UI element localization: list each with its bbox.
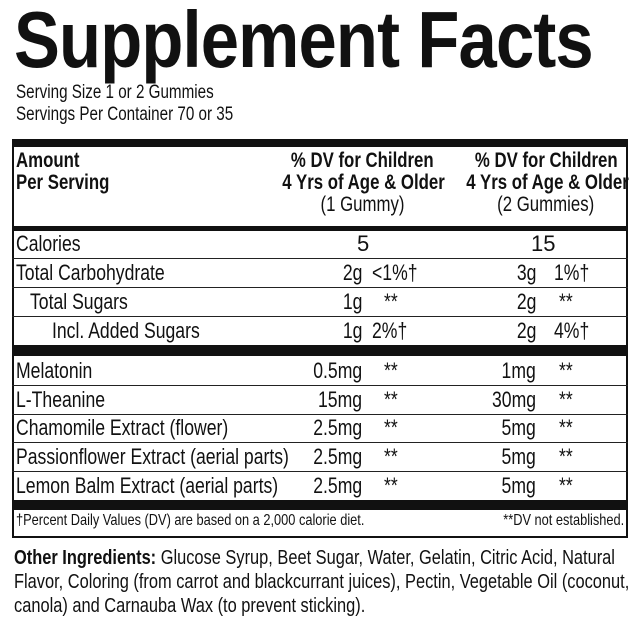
amount-2: 2g xyxy=(516,318,536,343)
servings-per-container: Servings Per Container 70 or 35 xyxy=(16,104,234,125)
footnote-dv: †Percent Daily Values (DV) are based on … xyxy=(16,512,365,529)
dv-1: <1%† xyxy=(372,260,418,285)
header-col1: % DV for Children 4 Yrs of Age & Older (… xyxy=(282,149,445,216)
amount-1: 1g xyxy=(342,318,362,343)
ingredients-row: Lemon Balm Extract (aerial parts) 2.5mg … xyxy=(14,472,626,500)
nutrients-row: Incl. Added Sugars 1g 2%† 2g 4%† xyxy=(14,317,626,345)
amount-2: 5mg xyxy=(501,444,536,469)
nutrients-row: Total Carbohydrate 2g <1%† 3g 1%† xyxy=(14,259,626,287)
amount-2: 1mg xyxy=(501,358,536,383)
name: Passionflower Extract (aerial parts) xyxy=(16,444,289,469)
amount-1: 2g xyxy=(342,260,362,285)
dv-2: ** xyxy=(559,289,573,314)
divider xyxy=(12,345,628,356)
dv-2: ** xyxy=(559,415,573,440)
page-title: Supplement Facts xyxy=(14,0,594,84)
amount-2: 3g xyxy=(516,260,536,285)
dv-2: ** xyxy=(559,358,573,383)
divider xyxy=(12,139,628,147)
name: Total Carbohydrate xyxy=(16,260,165,285)
ingredients-row: Melatonin 0.5mg ** 1mg ** xyxy=(14,357,626,385)
name: Melatonin xyxy=(16,358,93,383)
dv-2: ** xyxy=(559,444,573,469)
header-amount: Amount Per Serving xyxy=(16,149,110,194)
dv-2: 4%† xyxy=(554,318,590,343)
ingredients-row: Passionflower Extract (aerial parts) 2.5… xyxy=(14,443,626,471)
dv-1: ** xyxy=(384,387,398,412)
amount-2: 2g xyxy=(516,289,536,314)
calories-row: Calories 5 15 xyxy=(16,231,556,256)
dv-2: 1%† xyxy=(554,260,590,285)
facts-table xyxy=(12,143,628,538)
serving-size: Serving Size 1 or 2 Gummies xyxy=(16,82,214,103)
amount-1: 15mg xyxy=(317,387,362,412)
nutrients-row: Total Sugars 1g ** 2g ** xyxy=(14,288,626,316)
amount-2: 30mg xyxy=(491,387,536,412)
dv-1: ** xyxy=(384,415,398,440)
other-ingredients: Other Ingredients: Glucose Syrup, Beet S… xyxy=(14,547,630,617)
amount-2: 5mg xyxy=(501,473,536,498)
name: Total Sugars xyxy=(30,289,128,314)
ingredients-row: Chamomile Extract (flower) 2.5mg ** 5mg … xyxy=(14,414,626,442)
dv-1: ** xyxy=(384,444,398,469)
name: Incl. Added Sugars xyxy=(52,318,200,343)
dv-2: ** xyxy=(559,387,573,412)
divider xyxy=(12,500,628,510)
name: Lemon Balm Extract (aerial parts) xyxy=(16,473,279,498)
amount-1: 2.5mg xyxy=(313,444,362,469)
ingredients-row: L-Theanine 15mg ** 30mg ** xyxy=(14,386,626,414)
amount-1: 2.5mg xyxy=(313,473,362,498)
amount-1: 0.5mg xyxy=(313,358,362,383)
dv-2: ** xyxy=(559,473,573,498)
header-col2: % DV for Children 4 Yrs of Age & Older (… xyxy=(466,149,629,216)
amount-1: 2.5mg xyxy=(313,415,362,440)
dv-1: ** xyxy=(384,289,398,314)
dv-1: ** xyxy=(384,473,398,498)
name: Chamomile Extract (flower) xyxy=(16,415,229,440)
amount-2: 5mg xyxy=(501,415,536,440)
amount-1: 1g xyxy=(342,289,362,314)
divider xyxy=(12,226,628,231)
name: L-Theanine xyxy=(16,387,106,412)
footnote-not-established: **DV not established. xyxy=(503,512,624,529)
dv-1: 2%† xyxy=(372,318,408,343)
dv-1: ** xyxy=(384,358,398,383)
